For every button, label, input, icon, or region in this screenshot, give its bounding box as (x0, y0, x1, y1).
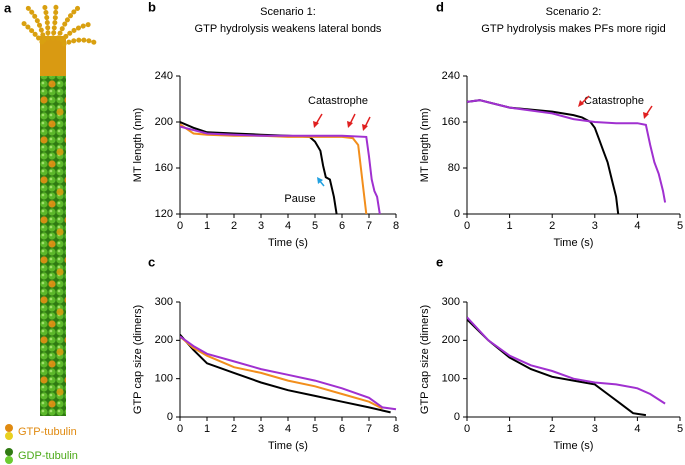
x-tick-label: 5 (677, 220, 683, 232)
x-tick-label: 8 (393, 423, 399, 435)
legend-label: GTP-tubulin (18, 426, 77, 438)
plot-area (467, 316, 666, 417)
x-tick-label: 0 (177, 220, 183, 232)
y-tick-label: 200 (155, 334, 173, 346)
x-tick-label: 4 (285, 423, 291, 435)
x-axis-label: Time (s) (554, 440, 594, 452)
y-axis-label: GTP cap size (dimers) (419, 305, 431, 414)
plot-area (180, 121, 381, 214)
chart-subtitle: GTP hydrolysis weakens lateral bonds (195, 23, 382, 35)
data-line (180, 125, 381, 214)
y-axis-label: MT length (nm) (419, 108, 431, 182)
x-tick-label: 4 (634, 423, 640, 435)
x-tick-label: 7 (366, 423, 372, 435)
y-tick-label: 300 (155, 296, 173, 308)
chart-subtitle: GTP hydrolysis makes PFs more rigid (481, 23, 665, 35)
annotation: Catastrophe (584, 95, 644, 107)
y-tick-label: 100 (155, 373, 173, 385)
plot-area (467, 99, 667, 214)
microtubule-illustration (5, 1, 101, 464)
x-tick-label: 1 (507, 220, 513, 232)
x-tick-label: 2 (549, 423, 555, 435)
panel-label: a (4, 0, 12, 15)
x-axis-label: Time (s) (268, 237, 308, 249)
legend-label: GDP-tubulin (18, 450, 78, 462)
x-tick-label: 5 (312, 423, 318, 435)
data-line (467, 99, 667, 203)
y-tick-label: 100 (442, 373, 460, 385)
data-line (467, 318, 647, 417)
panel-label: b (148, 0, 156, 14)
y-axis-label: GTP cap size (dimers) (132, 305, 144, 414)
chart-title: Scenario 2: (546, 6, 602, 18)
x-tick-label: 8 (393, 220, 399, 232)
y-tick-label: 0 (454, 411, 460, 423)
y-tick-label: 120 (155, 208, 173, 220)
x-tick-label: 3 (258, 423, 264, 435)
y-tick-label: 200 (442, 334, 460, 346)
x-tick-label: 7 (366, 220, 372, 232)
x-tick-label: 1 (204, 220, 210, 232)
chart-title: Scenario 1: (260, 6, 316, 18)
x-tick-label: 2 (231, 220, 237, 232)
data-line (180, 335, 383, 410)
x-axis-label: Time (s) (554, 237, 594, 249)
data-line (180, 121, 338, 214)
x-tick-label: 1 (204, 423, 210, 435)
y-tick-label: 240 (442, 70, 460, 82)
data-line (180, 333, 391, 414)
x-tick-label: 2 (231, 423, 237, 435)
panel-label: d (436, 0, 444, 14)
y-tick-label: 0 (454, 208, 460, 220)
y-axis-label: MT length (nm) (132, 108, 144, 182)
x-tick-label: 6 (339, 423, 345, 435)
x-tick-label: 3 (258, 220, 264, 232)
x-tick-label: 3 (592, 423, 598, 435)
x-tick-label: 4 (285, 220, 291, 232)
x-tick-label: 4 (634, 220, 640, 232)
x-tick-label: 5 (677, 423, 683, 435)
data-line (180, 335, 397, 411)
y-tick-label: 80 (448, 162, 460, 174)
x-axis-label: Time (s) (268, 440, 308, 452)
panel-label: e (436, 254, 443, 269)
x-tick-label: 3 (592, 220, 598, 232)
x-tick-label: 6 (339, 220, 345, 232)
y-tick-label: 240 (155, 70, 173, 82)
x-tick-label: 0 (177, 423, 183, 435)
x-tick-label: 5 (312, 220, 318, 232)
data-line (467, 99, 620, 214)
x-tick-label: 0 (464, 220, 470, 232)
axes (466, 76, 680, 215)
data-line (180, 123, 368, 214)
plot-area (180, 333, 397, 414)
y-tick-label: 0 (167, 411, 173, 423)
y-tick-label: 200 (155, 116, 173, 128)
y-tick-label: 160 (155, 162, 173, 174)
axes (466, 302, 680, 418)
annotation: Catastrophe (308, 95, 368, 107)
panel-label: c (148, 254, 155, 269)
annotation: Pause (284, 193, 315, 205)
x-tick-label: 1 (507, 423, 513, 435)
y-tick-label: 160 (442, 116, 460, 128)
data-line (467, 316, 666, 405)
x-tick-label: 0 (464, 423, 470, 435)
x-tick-label: 2 (549, 220, 555, 232)
arrowheads (313, 100, 649, 184)
y-tick-label: 300 (442, 296, 460, 308)
